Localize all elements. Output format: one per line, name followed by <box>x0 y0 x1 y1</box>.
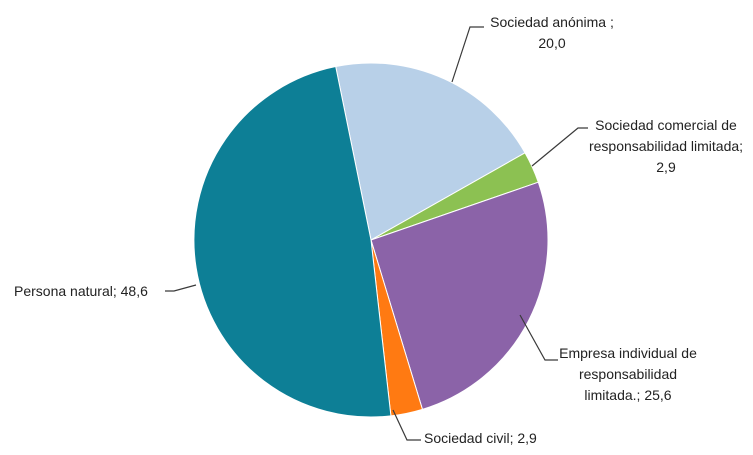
leader-line-2 <box>531 127 588 167</box>
pie-slice-5 <box>193 65 392 418</box>
slice-label-line: Sociedad anónima ; <box>490 14 614 30</box>
leader-line-5 <box>165 284 197 292</box>
slice-label-line: Sociedad comercial de <box>595 117 737 133</box>
slice-labels: Sociedad anónima ; 20,0 Sociedad comercial… <box>14 14 743 446</box>
slice-label-line: limitada.; 25,6 <box>584 387 671 403</box>
slice-label-line: 20,0 <box>538 35 565 51</box>
slice-label-1: Sociedad anónima ; 20,0 <box>490 14 614 51</box>
leader-line-3 <box>519 314 558 361</box>
leader-line-4 <box>392 409 421 441</box>
slice-label-line: Empresa individual de <box>559 345 697 361</box>
slice-label-line: responsabilidad limitada; <box>589 138 743 154</box>
slice-label-3: Empresa individual de responsabilidad limi… <box>559 345 697 403</box>
slice-label-5: Persona natural; 48,6 <box>14 283 148 299</box>
leader-line-1 <box>451 26 484 83</box>
pie-slices <box>193 62 549 418</box>
slice-label-4: Sociedad civil; 2,9 <box>424 430 537 446</box>
slice-label-line: responsabilidad <box>579 366 677 382</box>
slice-label-line: Persona natural; 48,6 <box>14 283 148 299</box>
pie-slice-3 <box>370 181 549 410</box>
slice-label-2: Sociedad comercial de responsabilidad lim… <box>589 117 743 175</box>
slice-label-line: Sociedad civil; 2,9 <box>424 430 537 446</box>
pie-slice-1 <box>335 62 526 241</box>
slice-label-line: 2,9 <box>656 159 676 175</box>
